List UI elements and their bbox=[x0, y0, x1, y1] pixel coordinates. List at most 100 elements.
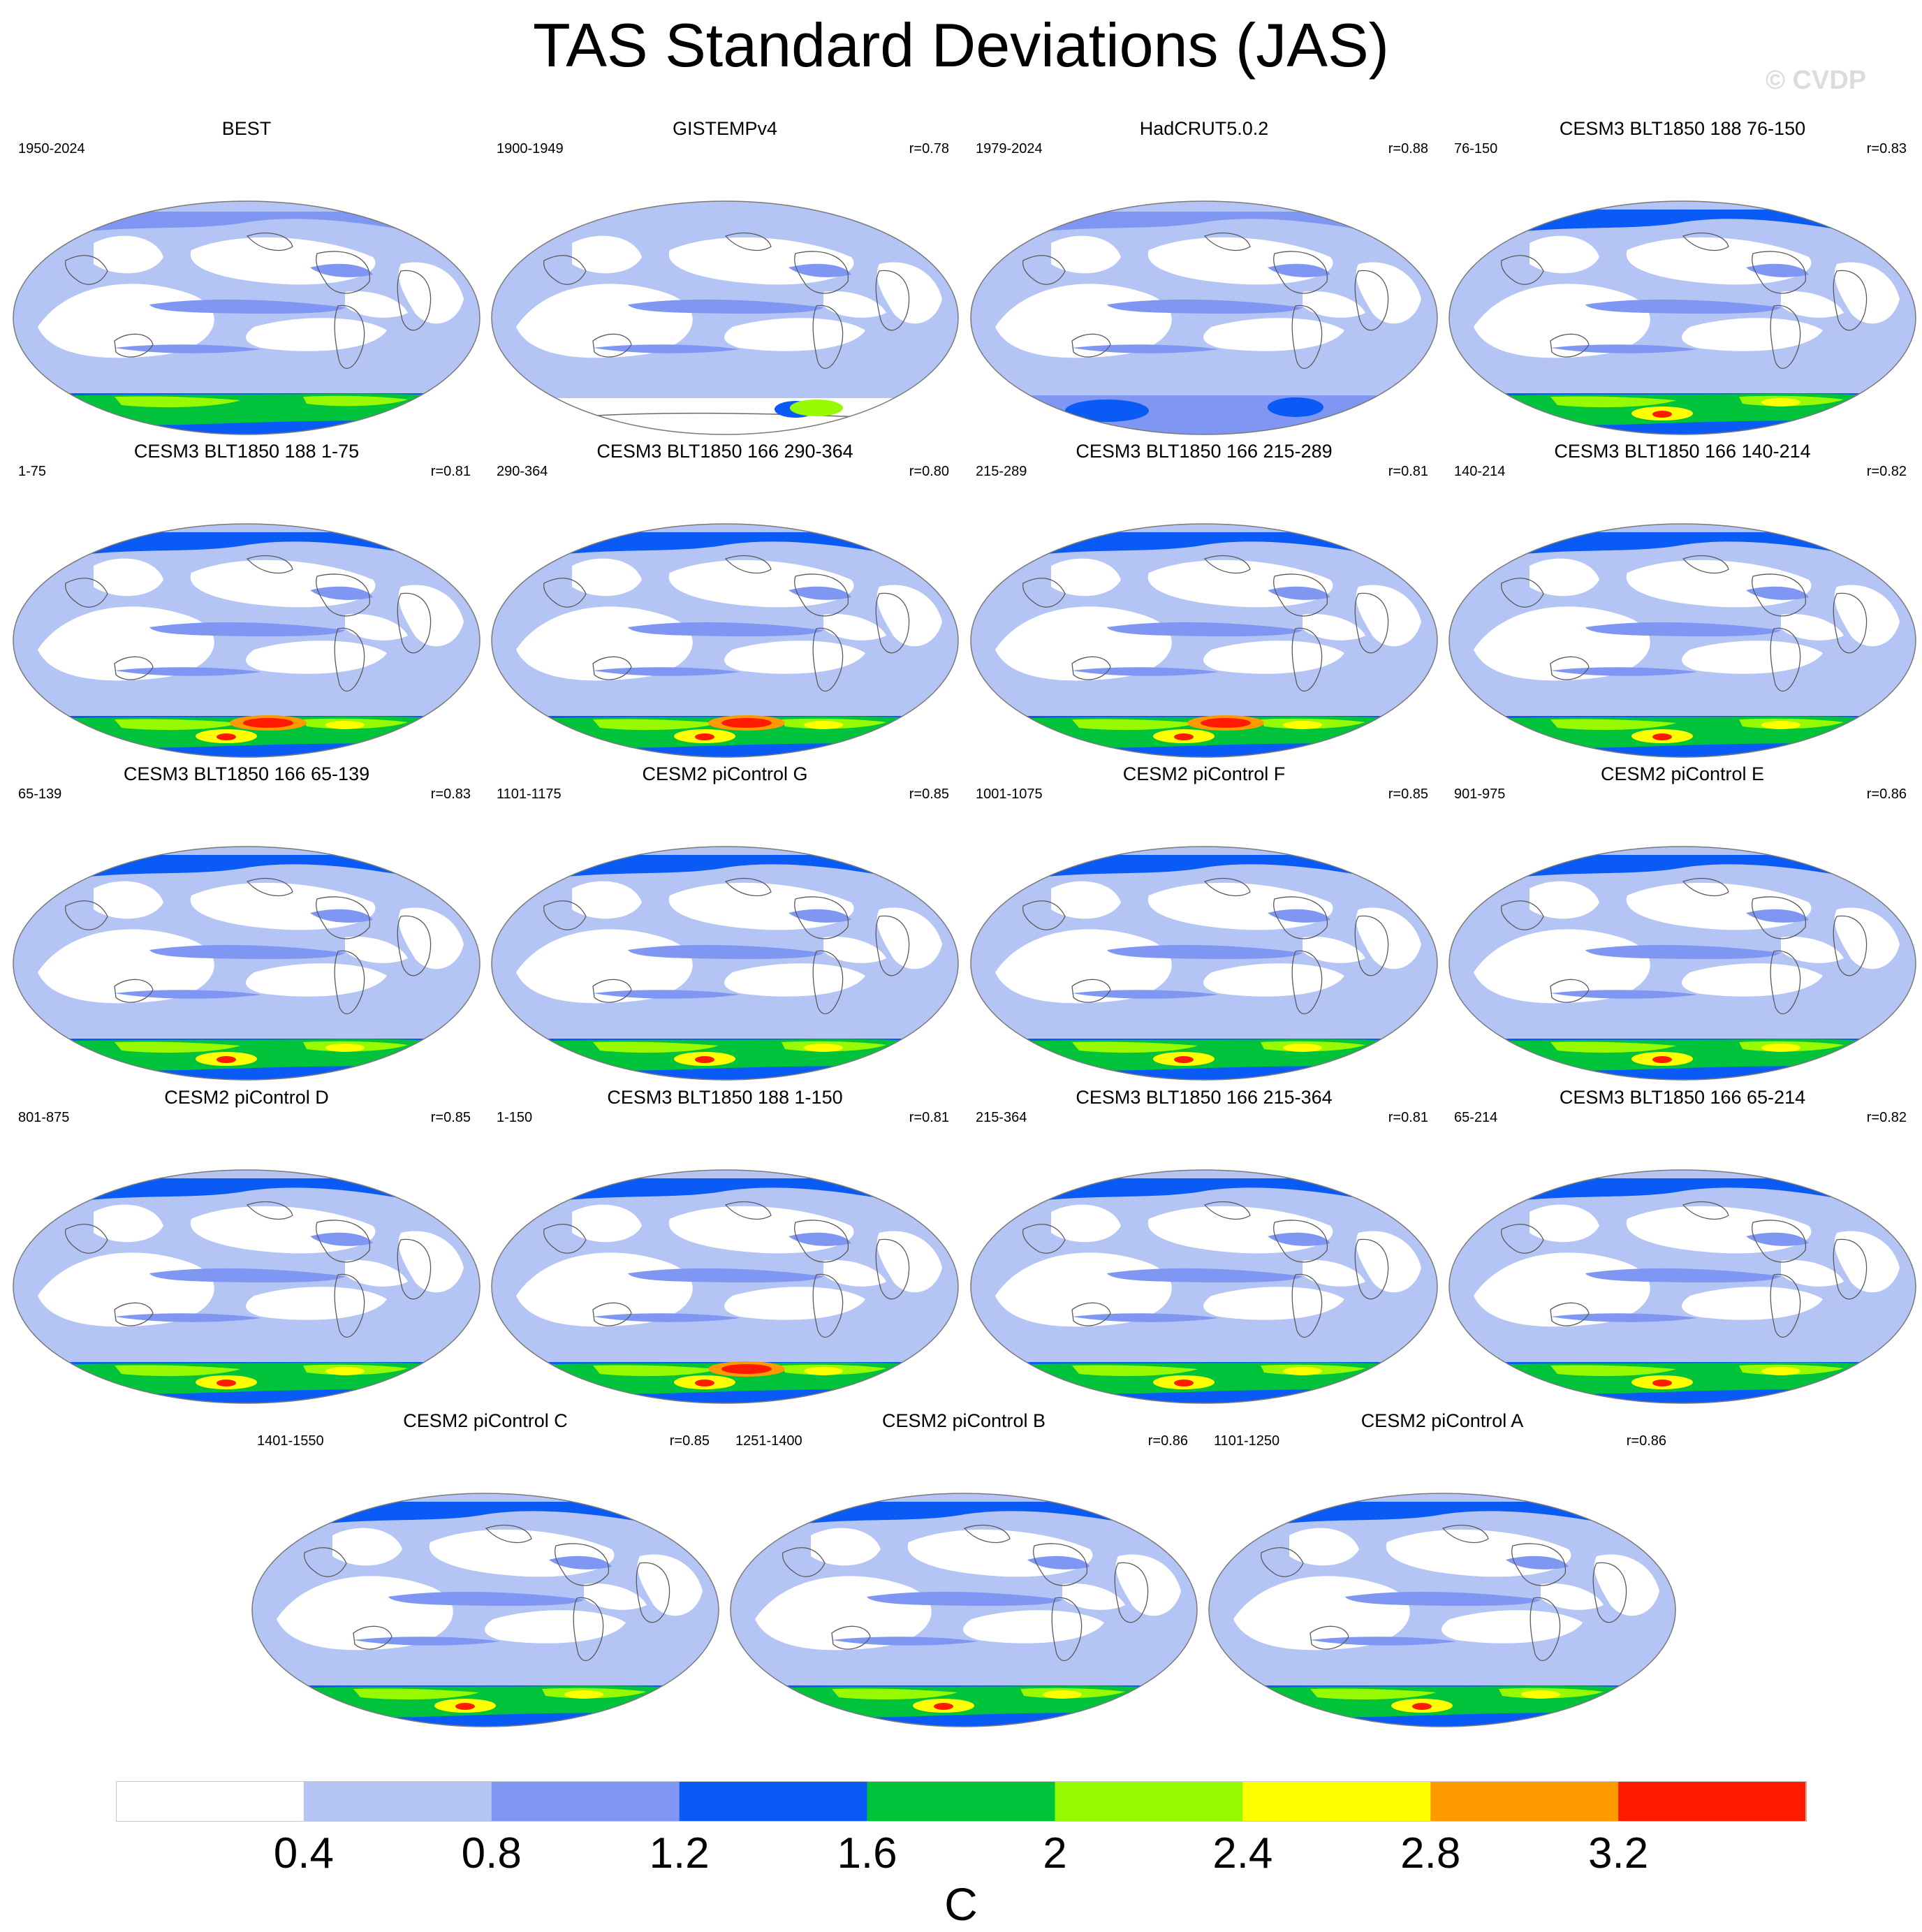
low-sd-region bbox=[572, 558, 642, 597]
panel-correlation: r=0.82 bbox=[1866, 1110, 1907, 1125]
coastline bbox=[592, 656, 632, 680]
low-sd-region bbox=[398, 585, 464, 647]
antarctic-peak bbox=[804, 1044, 843, 1052]
world-map bbox=[491, 200, 959, 435]
moderate-sd-streak bbox=[1107, 944, 1303, 960]
coastline bbox=[1442, 1525, 1489, 1544]
low-sd-region bbox=[811, 1528, 881, 1566]
antarctic-peak bbox=[1521, 1690, 1560, 1699]
moderate-sd-streak bbox=[1746, 263, 1809, 277]
coastline bbox=[1833, 1238, 1868, 1300]
coastline bbox=[1511, 1543, 1566, 1586]
coastline bbox=[65, 578, 108, 608]
panel-years: 76-150 bbox=[1454, 141, 1498, 156]
low-sd-region bbox=[1356, 585, 1421, 647]
coastline bbox=[1833, 915, 1868, 976]
low-sd-region bbox=[1529, 558, 1599, 597]
map-outline bbox=[13, 846, 480, 1081]
colorbar-segment bbox=[867, 1781, 1055, 1822]
coastline bbox=[353, 1625, 393, 1650]
coastline bbox=[334, 1273, 365, 1338]
map-panel: CESM3 BLT1850 166 140-214 140-214 r=0.82 bbox=[1446, 440, 1919, 761]
moderate-sd-streak bbox=[628, 622, 823, 637]
low-sd-region bbox=[1541, 1583, 1604, 1610]
coastline bbox=[1354, 1238, 1389, 1300]
panel-title: CESM2 piControl G bbox=[642, 763, 808, 784]
antarctic-band-green bbox=[270, 1685, 717, 1718]
low-sd-region bbox=[1529, 1204, 1599, 1243]
coastline bbox=[1273, 251, 1328, 294]
antarctic-peak bbox=[695, 1056, 714, 1063]
coastline bbox=[1752, 251, 1806, 294]
coastline bbox=[114, 1302, 154, 1326]
antarctic-band-lime bbox=[593, 719, 719, 731]
world-map bbox=[970, 1169, 1438, 1404]
panel-years: 65-139 bbox=[18, 786, 62, 802]
antarctic-band-lime bbox=[353, 1688, 479, 1700]
map-panel: CESM2 piControl D 801-875 r=0.85 bbox=[10, 1086, 483, 1407]
map-outline bbox=[1448, 1169, 1916, 1404]
coastline bbox=[1682, 1201, 1729, 1220]
coastline bbox=[1682, 233, 1729, 251]
low-sd-region bbox=[876, 1231, 942, 1293]
world-map bbox=[13, 523, 480, 758]
low-sd-region bbox=[876, 262, 942, 324]
panel-years: 1251-1400 bbox=[735, 1433, 802, 1449]
low-sd-region bbox=[823, 937, 886, 963]
coastline bbox=[1071, 1302, 1111, 1326]
antarctic-band-green bbox=[509, 1039, 956, 1071]
low-sd-region bbox=[1203, 641, 1344, 674]
world-map bbox=[13, 1169, 480, 1404]
coastline bbox=[875, 915, 910, 976]
coastline bbox=[1592, 1562, 1627, 1623]
moderate-sd-streak bbox=[388, 1591, 584, 1607]
antarctic-band-lime bbox=[1550, 396, 1676, 408]
panel-title: BEST bbox=[221, 118, 272, 139]
coastline bbox=[1291, 1273, 1323, 1338]
antarctic-band-lime bbox=[1310, 1688, 1436, 1700]
antarctic-band-lime bbox=[1550, 1365, 1676, 1377]
map-panel: CESM2 piControl C 1401-1550 r=0.85 bbox=[249, 1410, 722, 1731]
low-sd-region bbox=[1442, 1610, 1583, 1644]
panel-correlation: r=0.86 bbox=[1866, 786, 1907, 802]
map-panel: CESM3 BLT1850 166 215-364 215-364 r=0.81 bbox=[967, 1086, 1441, 1407]
antarctic-peak bbox=[564, 1690, 603, 1699]
figure-title: TAS Standard Deviations (JAS) bbox=[533, 10, 1389, 80]
panel-title: CESM3 BLT1850 166 215-289 bbox=[1076, 441, 1333, 462]
antarctic-peak bbox=[1174, 733, 1194, 740]
coastline bbox=[812, 305, 844, 369]
coastline bbox=[1033, 1543, 1087, 1586]
coastline bbox=[1022, 578, 1066, 608]
coastline bbox=[114, 979, 154, 1003]
antarctic-peak bbox=[721, 718, 772, 728]
panel-years: 1900-1949 bbox=[497, 141, 564, 156]
world-map bbox=[1448, 523, 1916, 758]
moderate-sd-streak bbox=[1268, 586, 1330, 600]
low-sd-region bbox=[94, 558, 163, 597]
coastline bbox=[794, 896, 849, 939]
moderate-sd-streak bbox=[628, 1268, 823, 1283]
panel-correlation: r=0.85 bbox=[669, 1433, 710, 1449]
antarctic-band-lime bbox=[1072, 719, 1198, 731]
antarctic-band-lime bbox=[1550, 1041, 1676, 1053]
world-map bbox=[730, 1493, 1198, 1727]
low-sd-region bbox=[1834, 585, 1900, 647]
panel-correlation: r=0.81 bbox=[1388, 464, 1428, 479]
map-panel: HadCRUT5.0.2 1979-2024 r=0.88 bbox=[967, 117, 1441, 439]
coastline bbox=[794, 573, 849, 617]
moderate-sd-streak bbox=[867, 1591, 1062, 1607]
antarctic-band-lime bbox=[593, 1041, 719, 1053]
antarctic-peak bbox=[804, 1367, 843, 1375]
panel-years: 1950-2024 bbox=[18, 141, 85, 156]
panel-years: 801-875 bbox=[18, 1110, 70, 1125]
antarctic-band-green bbox=[1467, 393, 1914, 425]
coastline bbox=[1071, 656, 1111, 680]
panel-years: 140-214 bbox=[1454, 464, 1506, 479]
low-sd-region bbox=[1303, 291, 1365, 318]
coastline bbox=[636, 1562, 670, 1623]
low-sd-region bbox=[1834, 907, 1900, 969]
coastline bbox=[246, 878, 293, 897]
low-sd-region bbox=[1051, 235, 1121, 274]
coastline bbox=[65, 1224, 108, 1254]
panel-title: GISTEMPv4 bbox=[672, 118, 778, 139]
